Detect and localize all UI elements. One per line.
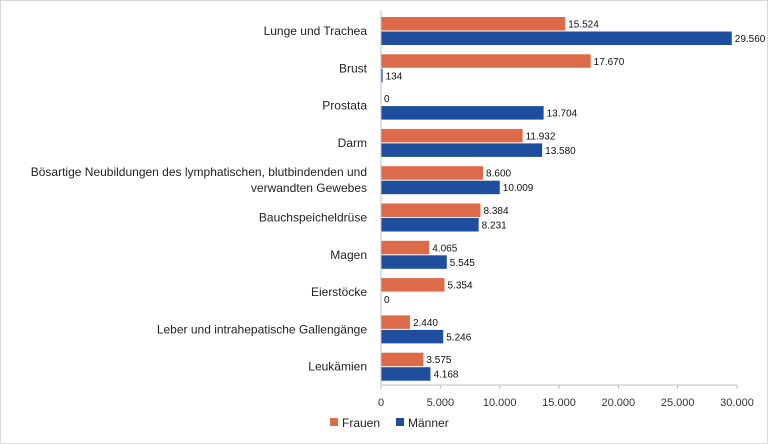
x-tick-label: 20.000 xyxy=(602,397,636,409)
bar-männer xyxy=(381,218,479,232)
legend-label: Männer xyxy=(408,416,449,430)
legend-swatch xyxy=(396,418,404,426)
bar-männer xyxy=(381,367,431,381)
legend-swatch xyxy=(330,418,338,426)
labels-layer: Lunge und Trachea 15.524 29.560 Brust 17.670… xyxy=(31,20,766,381)
category-label: Darm xyxy=(338,136,367,150)
data-label: 8.231 xyxy=(482,221,507,232)
category-label: Bauchspeicheldrüse xyxy=(259,211,367,225)
bar-frauen xyxy=(381,17,566,31)
data-label: 13.580 xyxy=(545,146,576,157)
category-label: Eierstöcke xyxy=(311,285,367,299)
bar-männer xyxy=(381,180,500,195)
bar-männer xyxy=(381,255,447,269)
data-label: 5.545 xyxy=(450,258,475,269)
x-tick-label: 30.000 xyxy=(720,397,754,409)
x-tick-label: 10.000 xyxy=(483,397,517,409)
x-axis: 0 5.000 10.000 15.000 20.000 25.000 30.000 xyxy=(378,11,754,409)
bar-männer xyxy=(381,143,543,157)
data-label: 15.524 xyxy=(568,20,599,31)
bar-männer xyxy=(381,106,544,120)
category-label: Prostata xyxy=(322,99,367,113)
data-label: 8.384 xyxy=(483,206,508,217)
category-label: Leukämien xyxy=(308,360,367,374)
category-label: Brust xyxy=(339,61,368,75)
legend: Frauen Männer xyxy=(330,416,449,430)
bar-männer xyxy=(381,68,383,83)
data-label: 2.440 xyxy=(413,318,438,329)
data-label: 3.575 xyxy=(426,355,451,366)
bar-frauen xyxy=(381,240,430,255)
category-label: Leber und intrahepatische Gallengänge xyxy=(157,322,367,336)
bar-frauen xyxy=(381,128,523,143)
data-label: 5.354 xyxy=(448,281,473,292)
bar-frauen xyxy=(381,352,424,367)
data-label: 29.560 xyxy=(735,34,766,45)
bar-männer xyxy=(381,329,444,344)
x-tick-label: 5.000 xyxy=(427,397,455,409)
data-label: 11.932 xyxy=(526,131,556,142)
category-label: Magen xyxy=(330,248,367,262)
data-label: 4.168 xyxy=(433,370,458,381)
data-label: 17.670 xyxy=(594,57,625,68)
data-label: 5.246 xyxy=(446,332,471,343)
bar-männer xyxy=(381,31,732,45)
data-label: 13.704 xyxy=(547,109,578,120)
data-label: 0 xyxy=(384,94,390,105)
bars-layer xyxy=(381,17,732,381)
data-label: 10.009 xyxy=(503,183,534,194)
x-tick-label: 15.000 xyxy=(542,397,576,409)
data-label: 0 xyxy=(384,295,390,306)
bar-frauen xyxy=(381,278,445,292)
x-tick-label: 0 xyxy=(378,397,384,409)
data-label: 8.600 xyxy=(486,169,511,180)
category-label: verwandten Gewebes xyxy=(251,181,367,195)
x-tick-label: 25.000 xyxy=(661,397,695,409)
category-label: Lunge und Trachea xyxy=(264,24,368,38)
legend-label: Frauen xyxy=(342,416,380,430)
data-label: 4.065 xyxy=(432,243,457,254)
bar-frauen xyxy=(381,203,481,217)
bar-frauen xyxy=(381,315,410,329)
bar-frauen xyxy=(381,54,591,68)
data-label: 134 xyxy=(386,71,403,82)
bar-frauen xyxy=(381,166,484,180)
category-label: Bösartige Neubildungen des lymphatischen… xyxy=(31,165,367,179)
